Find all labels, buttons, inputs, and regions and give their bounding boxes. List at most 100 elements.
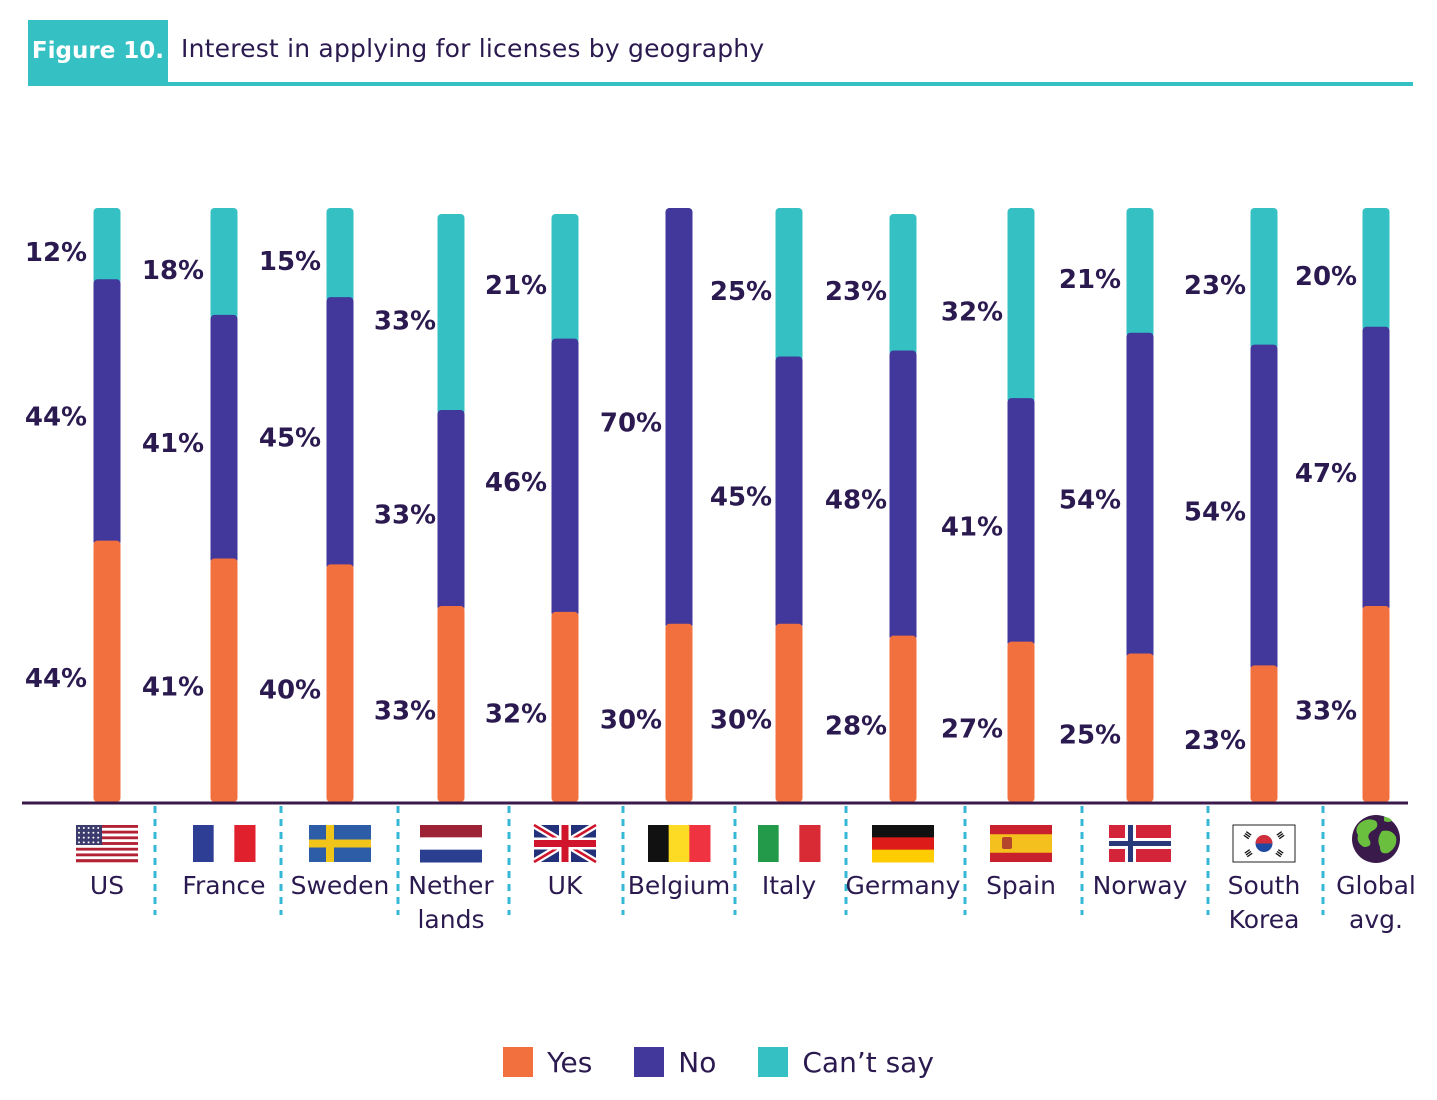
category-label: France — [182, 871, 265, 900]
bar-no — [1126, 332, 1154, 659]
category-label: Belgium — [628, 871, 731, 900]
bar-no — [93, 279, 121, 546]
legend-item-cant-say: Can’t say — [758, 1046, 934, 1079]
bar-no — [1362, 326, 1390, 611]
data-label-no: 48% — [825, 486, 887, 516]
france-flag-icon — [193, 825, 256, 862]
bar-cant-say — [551, 213, 579, 344]
legend-item-no: No — [634, 1046, 716, 1079]
bar-cant-say — [437, 213, 465, 415]
south-korea-flag-icon — [1232, 824, 1296, 863]
legend-item-yes: Yes — [503, 1046, 592, 1079]
bar-no — [775, 356, 803, 629]
uk-flag-icon — [532, 821, 598, 866]
chart-legend: Yes No Can’t say — [0, 1040, 1437, 1084]
bar-no — [551, 338, 579, 617]
bar-cant-say — [1126, 208, 1154, 338]
data-label-cant-say: 32% — [941, 298, 1003, 328]
bar-yes — [1126, 653, 1154, 802]
data-label-cant-say: 12% — [25, 238, 87, 268]
data-label-no: 44% — [25, 402, 87, 432]
data-label-cant-say: 15% — [259, 247, 321, 277]
bar-no — [889, 350, 917, 641]
data-label-cant-say: 25% — [710, 277, 772, 307]
data-label-cant-say: 21% — [485, 271, 547, 301]
bar-cant-say — [889, 213, 917, 356]
data-label-yes: 30% — [600, 705, 662, 735]
bar-yes — [1250, 665, 1278, 802]
bar-yes — [93, 540, 121, 802]
bar-no — [1250, 344, 1278, 671]
bar-yes — [437, 605, 465, 802]
legend-swatch-no — [634, 1047, 665, 1077]
data-label-yes: 33% — [374, 696, 436, 726]
legend-swatch-yes — [503, 1047, 534, 1077]
bar-cant-say — [210, 208, 238, 320]
data-label-no: 46% — [485, 468, 547, 498]
netherlands-flag-icon — [420, 825, 482, 863]
bar-yes — [775, 623, 803, 802]
data-label-no: 47% — [1295, 459, 1357, 489]
germany-flag-icon — [872, 825, 934, 863]
data-label-cant-say: 21% — [1059, 265, 1121, 295]
category-label: Sweden — [291, 871, 390, 900]
category-label: Italy — [762, 871, 816, 900]
bar-no — [1007, 398, 1035, 647]
data-label-yes: 33% — [1295, 696, 1357, 726]
bar-yes — [551, 611, 579, 802]
bar-cant-say — [1362, 208, 1390, 332]
bar-yes — [665, 623, 693, 802]
data-label-no: 45% — [710, 483, 772, 513]
bar-no — [210, 314, 238, 564]
belgium-flag-icon — [648, 825, 711, 862]
spain-flag-icon — [990, 825, 1052, 862]
legend-label-cant-say: Can’t say — [802, 1045, 934, 1079]
category-label: South — [1228, 871, 1301, 900]
bar-cant-say — [326, 208, 354, 303]
data-label-yes: 44% — [25, 664, 87, 694]
data-label-yes: 27% — [941, 714, 1003, 744]
category-label: Spain — [986, 871, 1056, 900]
data-label-cant-say: 33% — [374, 306, 436, 336]
category-label: Germany — [846, 871, 961, 900]
bar-cant-say — [93, 208, 121, 285]
data-label-no: 41% — [142, 429, 204, 459]
data-label-cant-say: 23% — [1184, 271, 1246, 301]
bar-yes — [326, 564, 354, 802]
data-label-no: 54% — [1059, 486, 1121, 516]
bar-no — [326, 297, 354, 570]
us-flag-icon — [76, 825, 138, 863]
bar-yes — [210, 558, 238, 802]
data-label-no: 45% — [259, 423, 321, 453]
globe-icon — [1352, 815, 1400, 863]
data-label-cant-say: 23% — [825, 277, 887, 307]
legend-label-no: No — [678, 1045, 717, 1079]
category-label: lands — [417, 905, 484, 934]
legend-label-yes: Yes — [547, 1045, 593, 1079]
bar-cant-say — [1250, 208, 1278, 350]
category-label: UK — [548, 871, 583, 900]
bar-yes — [1362, 605, 1390, 802]
data-label-yes: 23% — [1184, 726, 1246, 756]
data-label-yes: 40% — [259, 676, 321, 706]
category-label: Global — [1336, 871, 1416, 900]
bar-cant-say — [1007, 208, 1035, 404]
category-label: Norway — [1093, 871, 1188, 900]
sweden-flag-icon — [309, 825, 371, 862]
data-label-no: 33% — [374, 500, 436, 530]
category-label: Korea — [1229, 905, 1300, 934]
figure-header: Figure 10. Interest in applying for lice… — [28, 20, 1413, 86]
legend-swatch-cant-say — [758, 1047, 789, 1077]
bar-cant-say — [775, 208, 803, 362]
category-label: avg. — [1349, 905, 1403, 934]
data-label-cant-say: 18% — [142, 256, 204, 286]
category-label: Nether — [408, 871, 494, 900]
data-label-yes: 25% — [1059, 720, 1121, 750]
data-label-yes: 30% — [710, 705, 772, 735]
data-label-no: 41% — [941, 512, 1003, 542]
header-rule — [28, 82, 1413, 86]
category-label: US — [90, 871, 124, 900]
bar-yes — [1007, 641, 1035, 802]
bar-no — [437, 409, 465, 611]
data-label-yes: 32% — [485, 699, 547, 729]
